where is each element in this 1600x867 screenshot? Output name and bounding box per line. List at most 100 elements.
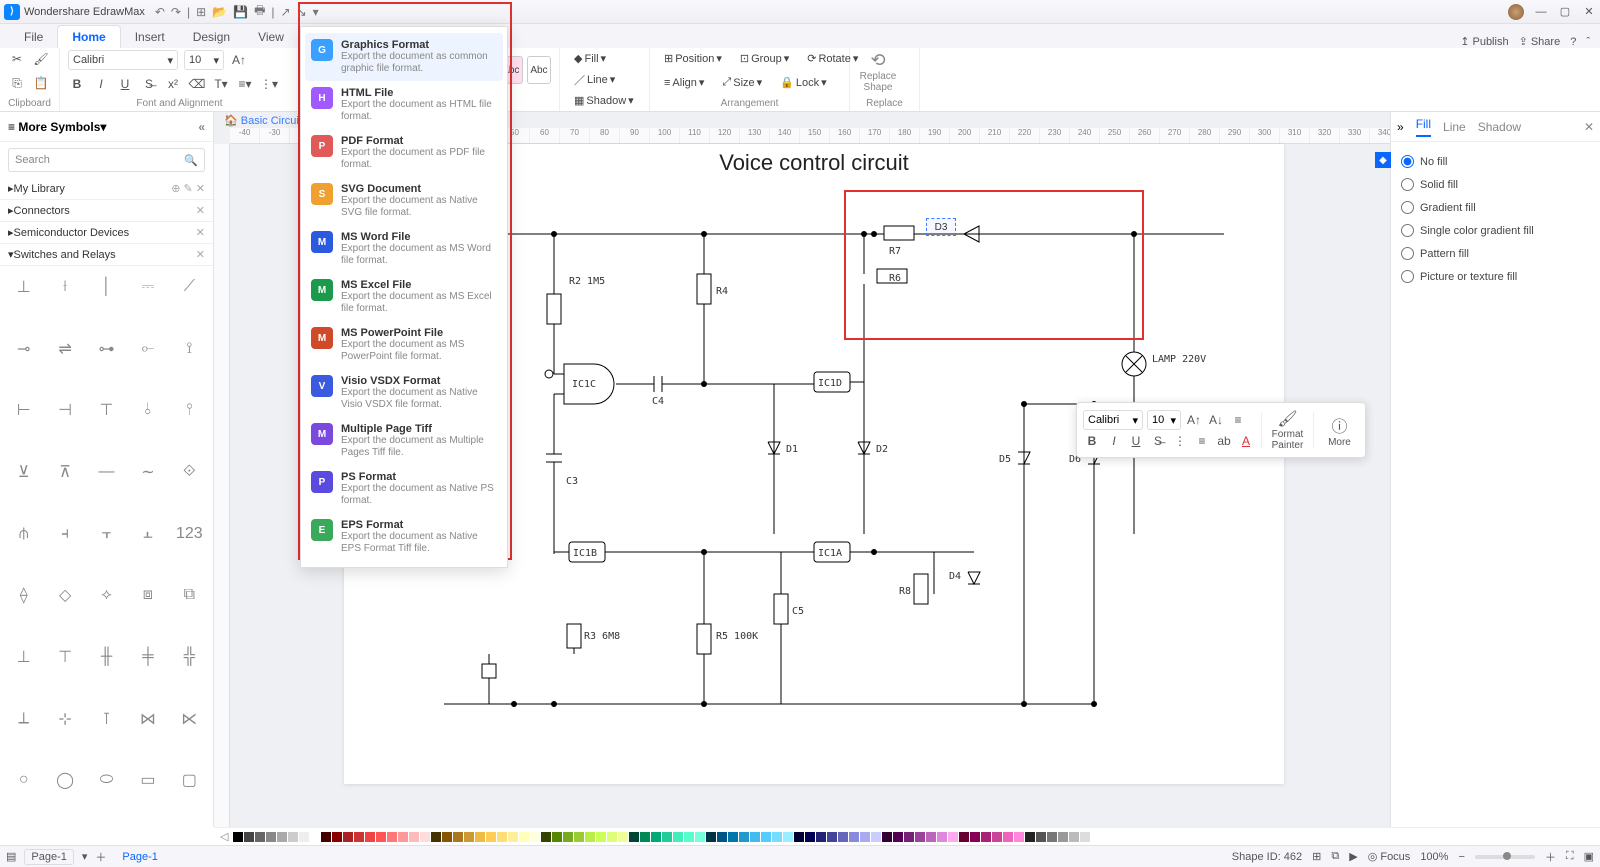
font-size-select[interactable]: 10▾ (184, 50, 224, 70)
fill-opt-single-gradient[interactable]: Single color gradient fill (1401, 219, 1590, 242)
font-grow-icon[interactable]: A↑ (230, 51, 248, 69)
fill-opt-pattern[interactable]: Pattern fill (1401, 242, 1590, 265)
export-item-5[interactable]: MMS Excel FileExport the document as MS … (305, 273, 503, 321)
pages-icon[interactable]: ▤ (6, 850, 16, 863)
float-strike[interactable]: S̶ (1149, 432, 1167, 450)
group-dropdown[interactable]: ⊡ Group▾ (734, 50, 795, 67)
clear-format-icon[interactable]: ⌫ (188, 75, 206, 93)
maximize-button[interactable]: ▢ (1558, 5, 1572, 18)
float-color[interactable]: A (1237, 432, 1255, 450)
float-italic[interactable]: I (1105, 432, 1123, 450)
float-numbers[interactable]: ≡ (1193, 432, 1211, 450)
bullets-icon[interactable]: ≡▾ (236, 75, 254, 93)
align-dropdown[interactable]: ≡ Align▾ (658, 74, 710, 91)
breadcrumb[interactable]: 🏠 Basic Circuit (224, 114, 302, 127)
fill-dropdown[interactable]: ◆ Fill▾ (568, 50, 641, 67)
zoom-in[interactable]: ＋ (1545, 849, 1556, 865)
numbering-icon[interactable]: ⋮▾ (260, 75, 278, 93)
close-button[interactable]: ✕ (1582, 5, 1596, 18)
page-selector[interactable]: Page-1 (24, 849, 73, 865)
format-painter-icon[interactable]: 🖌 (32, 50, 50, 68)
float-painter[interactable]: 🖌Format Painter (1268, 409, 1307, 451)
minimize-button[interactable]: — (1534, 6, 1548, 18)
lock-dropdown[interactable]: 🔒 Lock▾ (774, 74, 832, 91)
editing-label-d3[interactable]: D3 (926, 218, 956, 236)
cat-semiconductor[interactable]: ▸ Semiconductor Devices✕ (0, 222, 213, 244)
line-dropdown[interactable]: ／ Line▾ (568, 70, 641, 90)
export-item-3[interactable]: SSVG DocumentExport the document as Nati… (305, 177, 503, 225)
paste-icon[interactable]: 📋 (32, 74, 50, 92)
qa-more[interactable]: ▾ (313, 5, 319, 19)
font-name-select[interactable]: Calibri▾ (68, 50, 178, 70)
presentation-icon[interactable]: ▶ (1349, 850, 1357, 863)
shadow-dropdown[interactable]: ▦ Shadow▾ (568, 92, 641, 109)
page-dropdown[interactable]: ▾ (82, 850, 88, 863)
style-8[interactable]: Abc (527, 56, 551, 84)
replace-shape-button[interactable]: ⟲ Replace Shape (858, 50, 898, 93)
superscript-icon[interactable]: x² (164, 75, 182, 93)
fullscreen-icon[interactable]: ▣ (1584, 850, 1594, 863)
publish-button[interactable]: ↥ Publish (1460, 35, 1508, 48)
layers-icon[interactable]: ⧉ (1331, 850, 1339, 863)
copy-icon[interactable]: ⎘ (8, 74, 26, 92)
fill-opt-gradient[interactable]: Gradient fill (1401, 196, 1590, 219)
export-icon[interactable]: ↗ (281, 5, 291, 19)
user-avatar[interactable] (1508, 4, 1524, 20)
new-icon[interactable]: ⊞ (196, 5, 206, 19)
float-bold[interactable]: B (1083, 432, 1101, 450)
float-bullets[interactable]: ⋮ (1171, 432, 1189, 450)
add-page[interactable]: ＋ (95, 849, 106, 865)
help-icon[interactable]: ? (1570, 36, 1576, 48)
cat-connectors[interactable]: ▸ Connectors✕ (0, 200, 213, 222)
fill-opt-none[interactable]: No fill (1401, 150, 1590, 173)
symbol-search[interactable]: Search🔍 (8, 148, 205, 172)
collapse-ribbon-icon[interactable]: ˆ (1586, 36, 1590, 48)
print-icon[interactable]: 🖶 (254, 1, 265, 22)
underline-icon[interactable]: U (116, 75, 134, 93)
format-pane-toggle[interactable]: ◆ (1375, 152, 1391, 168)
strike-icon[interactable]: S̶ (140, 75, 158, 93)
tab-insert[interactable]: Insert (121, 26, 179, 48)
rp-tab-fill[interactable]: Fill (1416, 117, 1431, 137)
float-more[interactable]: ⓘMore (1320, 413, 1359, 448)
float-align-icon[interactable]: ≡ (1229, 411, 1247, 429)
italic-icon[interactable]: I (92, 75, 110, 93)
cat-switches[interactable]: ▾ Switches and Relays✕ (0, 244, 213, 266)
position-dropdown[interactable]: ⊞ Position▾ (658, 50, 728, 67)
export-item-10[interactable]: EEPS FormatExport the document as Native… (305, 513, 503, 561)
float-shrink-icon[interactable]: A↓ (1207, 411, 1225, 429)
float-grow-icon[interactable]: A↑ (1185, 411, 1203, 429)
size-dropdown[interactable]: ⤢ Size▾ (716, 74, 768, 91)
color-palette-strip[interactable]: ◁ (214, 827, 1600, 845)
rp-tab-line[interactable]: Line (1443, 120, 1466, 134)
cut-icon[interactable]: ✂ (8, 50, 26, 68)
float-underline[interactable]: U (1127, 432, 1145, 450)
float-size[interactable]: 10▾ (1147, 410, 1181, 430)
redo-icon[interactable]: ↷ (171, 5, 181, 19)
focus-mode[interactable]: ◎ Focus (1368, 850, 1411, 863)
float-ab[interactable]: ab (1215, 432, 1233, 450)
collapse-left-icon[interactable]: « (198, 120, 205, 134)
zoom-level[interactable]: 100% (1420, 851, 1448, 863)
fill-opt-solid[interactable]: Solid fill (1401, 173, 1590, 196)
float-font[interactable]: Calibri▾ (1083, 410, 1143, 430)
cat-mylibrary[interactable]: ▸ My Library⊕ ✎ ✕ (0, 178, 213, 200)
export-item-9[interactable]: PPS FormatExport the document as Native … (305, 465, 503, 513)
undo-icon[interactable]: ↶ (155, 5, 165, 19)
export-item-2[interactable]: PPDF FormatExport the document as PDF fi… (305, 129, 503, 177)
export-item-1[interactable]: HHTML FileExport the document as HTML fi… (305, 81, 503, 129)
tab-view[interactable]: View (244, 26, 298, 48)
export-item-8[interactable]: MMultiple Page TiffExport the document a… (305, 417, 503, 465)
export-item-6[interactable]: MMS PowerPoint FileExport the document a… (305, 321, 503, 369)
export-item-4[interactable]: MMS Word FileExport the document as MS W… (305, 225, 503, 273)
export-item-0[interactable]: GGraphics FormatExport the document as c… (305, 33, 503, 81)
fill-opt-picture[interactable]: Picture or texture fill (1401, 265, 1590, 288)
zoom-out[interactable]: − (1458, 851, 1464, 863)
rp-close[interactable]: ✕ (1584, 120, 1594, 134)
import-icon[interactable]: ↘ (297, 5, 307, 19)
fit-page-icon[interactable]: ⛶ (1566, 850, 1574, 863)
expand-right-icon[interactable]: » (1397, 120, 1404, 134)
page-tab-1[interactable]: Page-1 (114, 851, 165, 863)
tab-home[interactable]: Home (57, 25, 120, 48)
bold-icon[interactable]: B (68, 75, 86, 93)
